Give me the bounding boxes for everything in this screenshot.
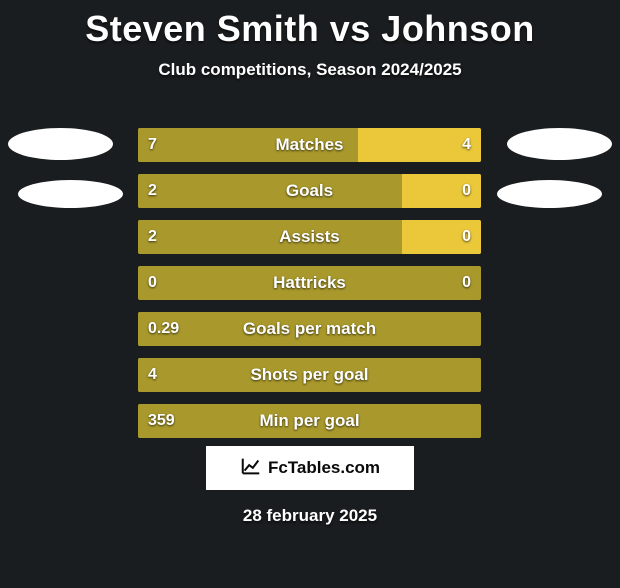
stat-bar: Hattricks0 0 — [138, 266, 481, 300]
stat-bar: Goals20 — [138, 174, 481, 208]
player-left-badge — [8, 128, 113, 160]
stat-bar-fill — [138, 404, 471, 438]
stat-bar: Shots per goal4 — [138, 358, 481, 392]
stat-bar-right-fill — [402, 174, 481, 208]
stat-label: Hattricks — [138, 266, 481, 300]
stat-value-right: 0 — [462, 266, 471, 300]
stats-bars: Matches74 Goals20 Assists20 Hattricks0 0 Goal… — [138, 128, 481, 450]
stat-bar-right-fill — [358, 128, 481, 162]
stat-bar-fill — [138, 312, 471, 346]
date-label: 28 february 2025 — [0, 506, 620, 526]
stat-bar: Goals per match0.29 — [138, 312, 481, 346]
stat-bar-left-fill — [138, 174, 402, 208]
stat-bar: Min per goal359 — [138, 404, 481, 438]
stat-bar-left-fill — [138, 128, 358, 162]
stat-bar: Assists20 — [138, 220, 481, 254]
stat-bar-fill — [138, 358, 471, 392]
stat-bar: Matches74 — [138, 128, 481, 162]
page-title: Steven Smith vs Johnson — [0, 8, 620, 50]
source-label: FcTables.com — [268, 458, 380, 478]
chart-icon — [240, 455, 262, 482]
club-left-badge — [18, 180, 123, 208]
source-attribution: FcTables.com — [206, 446, 414, 490]
stat-bar-right-fill — [402, 220, 481, 254]
player-right-badge — [507, 128, 612, 160]
page-subtitle: Club competitions, Season 2024/2025 — [0, 60, 620, 80]
stat-bar-left-fill — [138, 220, 402, 254]
club-right-badge — [497, 180, 602, 208]
stat-value-left: 0 — [148, 266, 157, 300]
